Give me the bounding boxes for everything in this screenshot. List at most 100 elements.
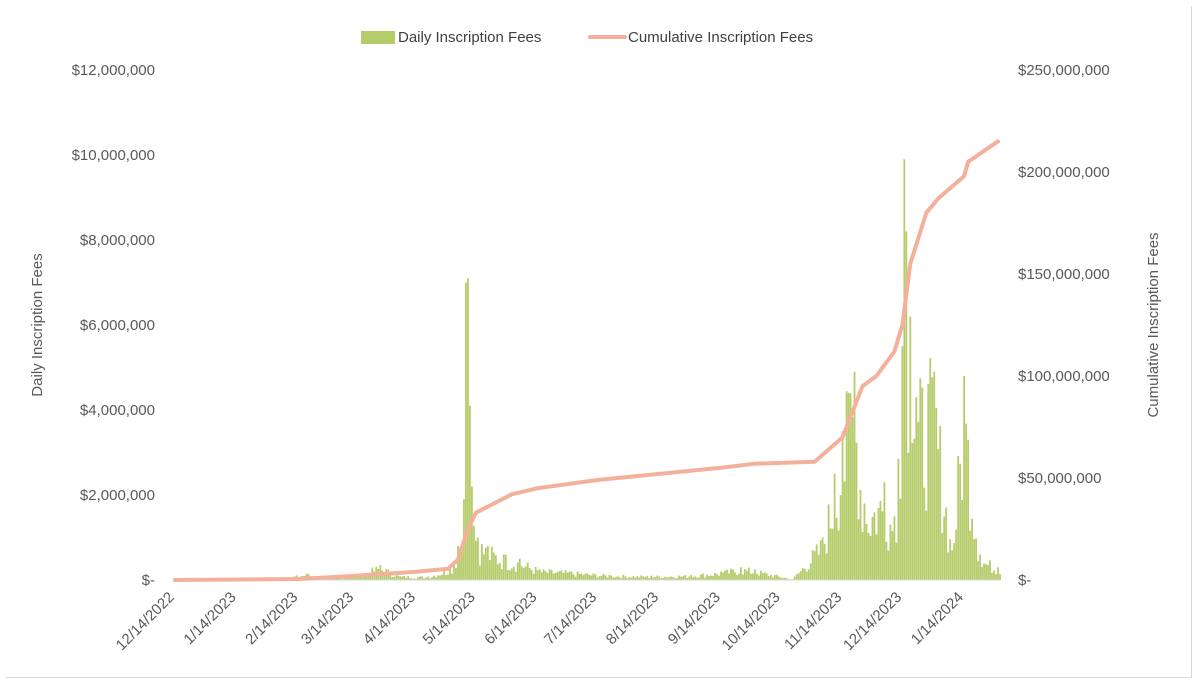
daily-fee-bar [947,552,950,580]
daily-fee-bar [761,573,764,580]
daily-fee-bar [626,578,629,580]
daily-fee-bar [419,576,422,580]
daily-fee-bar [538,569,541,580]
daily-fee-bar [453,560,455,580]
daily-fee-bar [875,534,878,580]
daily-fee-bar [712,576,714,580]
daily-fee-bar [441,574,443,580]
daily-fee-bar [738,573,740,580]
daily-fee-bar [799,571,802,580]
daily-fee-bar [345,578,348,580]
daily-fee-bar [977,561,979,580]
y-left-tick-label: $4,000,000 [80,402,155,419]
daily-fee-bar [469,405,471,580]
daily-fee-bar [881,511,884,580]
daily-fee-bar [670,576,673,580]
daily-fee-bar [449,567,451,580]
daily-fee-bar [969,530,972,580]
x-tick-label: 10/14/2023 [719,589,784,654]
daily-fee-bar [700,574,702,580]
daily-fee-bar [951,550,954,580]
daily-fee-bar [857,519,860,580]
daily-fee-bars [281,159,1001,580]
daily-fee-bar [548,569,551,580]
daily-fee-bar [616,576,619,580]
daily-fee-bar [433,575,435,580]
daily-fee-bar [773,575,776,580]
daily-fee-bar [447,574,449,580]
daily-fee-bar [869,535,872,580]
daily-fee-bar [690,574,693,580]
daily-fee-bar [353,576,356,580]
daily-fee-bar [339,577,342,580]
daily-fee-bar [877,507,880,580]
daily-fee-bar [528,568,531,580]
daily-fee-bar [668,576,671,580]
daily-fee-bar [847,393,850,580]
daily-fee-bar [887,550,890,580]
daily-fee-bar [630,577,633,580]
daily-fee-bar [403,575,406,580]
daily-fee-bar [885,541,888,580]
daily-fee-bar [740,567,742,580]
daily-fee-bar [867,533,870,580]
daily-fee-bar [594,574,597,580]
daily-fee-bar [638,577,641,580]
daily-fee-bar [355,576,358,580]
daily-fee-bar [835,517,838,580]
daily-fee-bar [598,576,601,580]
daily-fee-bar [640,575,643,580]
daily-fee-bar [811,550,814,580]
daily-fee-bar [696,577,698,580]
daily-fee-bar [901,346,904,580]
daily-fee-bar [750,573,752,580]
daily-fee-bar [726,569,728,580]
daily-fee-bar [897,458,900,580]
daily-fee-bar [431,577,433,580]
daily-fee-bar [417,577,420,580]
daily-fee-bar [572,574,575,580]
daily-fee-bar [682,576,685,580]
daily-fee-bar [457,546,459,580]
daily-fee-bar [819,540,822,580]
daily-fee-bar [943,516,946,580]
daily-fee-bar [614,577,617,580]
y-left-tick-label: $8,000,000 [80,232,155,249]
daily-fee-bar [849,393,852,580]
daily-fee-bar [478,565,481,580]
daily-fee-bar [405,577,408,580]
y-right-tick-label: $100,000,000 [1018,368,1110,385]
daily-fee-bar [608,574,611,580]
x-tick-label: 8/14/2023 [603,589,662,648]
daily-fee-bar [401,576,404,580]
y-axis-left-title: Daily Inscription Fees [29,253,46,396]
daily-fee-bar [933,371,936,580]
daily-fee-bar [871,516,874,580]
daily-fee-bar [987,565,989,580]
daily-fee-bar [732,569,734,580]
daily-fee-bar [963,376,966,580]
y-left-tick-label: $2,000,000 [80,487,155,504]
y-left-tick-label: $12,000,000 [72,62,155,79]
daily-fee-bar [395,575,398,580]
daily-fee-bar [686,577,689,580]
daily-fee-bar [524,566,527,580]
daily-fee-bar [492,552,495,580]
daily-fee-bar [929,357,932,580]
daily-fee-bar [337,577,340,580]
daily-fee-bar [915,397,918,580]
daily-fee-bar [632,576,635,580]
daily-fee-bar [634,577,637,580]
daily-fee-bar [494,555,497,580]
daily-fee-bar [981,566,983,580]
daily-fee-bar [702,573,704,580]
daily-fee-bar [949,539,952,580]
daily-fee-bar [704,577,706,580]
daily-fee-bar [580,573,583,580]
daily-fee-bar [425,577,427,580]
daily-fee-bar [357,577,360,580]
daily-fee-bar [765,573,768,580]
daily-fee-bar [341,578,344,580]
daily-fee-bar [502,554,505,580]
daily-fee-bar [383,574,386,580]
